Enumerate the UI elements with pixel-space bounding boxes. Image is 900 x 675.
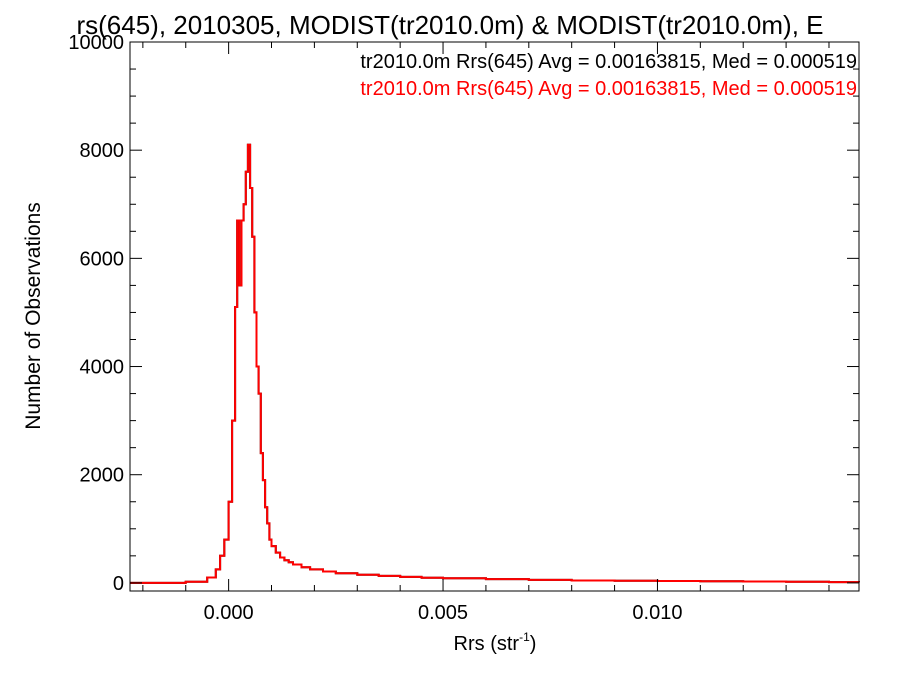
y-tick-label: 8000 [80, 140, 125, 162]
y-tick-label: 10000 [68, 32, 124, 54]
y-axis: 0 2000 4000 6000 8000 10000 [68, 32, 859, 595]
legend-entry-1: tr2010.0m Rrs(645) Avg = 0.00163815, Med… [360, 78, 857, 100]
x-axis-label: Rrs (str-1) [454, 630, 537, 655]
x-tick-label: 0.005 [418, 602, 468, 624]
y-tick-label: 4000 [80, 357, 125, 379]
x-tick-label: 0.010 [632, 602, 682, 624]
chart-title: rs(645), 2010305, MODIST(tr2010.0m) & MO… [76, 10, 823, 40]
y-axis-label: Number of Observations [22, 202, 45, 430]
x-tick-label: 0.000 [204, 602, 254, 624]
plot-area [130, 143, 860, 584]
legend: tr2010.0m Rrs(645) Avg = 0.00163815, Med… [360, 51, 857, 100]
y-tick-label: 2000 [80, 465, 125, 487]
x-axis-label-text: Rrs (str [454, 633, 520, 655]
plot-frame [129, 41, 860, 592]
x-axis: 0.000 0.005 0.010 [142, 42, 830, 624]
y-tick-label: 6000 [80, 248, 125, 270]
y-tick-label: 0 [113, 573, 124, 595]
x-axis-label-tail: ) [530, 633, 537, 655]
series-line-1 [130, 143, 860, 584]
x-axis-label-superscript: -1 [519, 630, 530, 644]
series-line-0 [130, 143, 860, 584]
legend-entry-0: tr2010.0m Rrs(645) Avg = 0.00163815, Med… [360, 51, 857, 73]
